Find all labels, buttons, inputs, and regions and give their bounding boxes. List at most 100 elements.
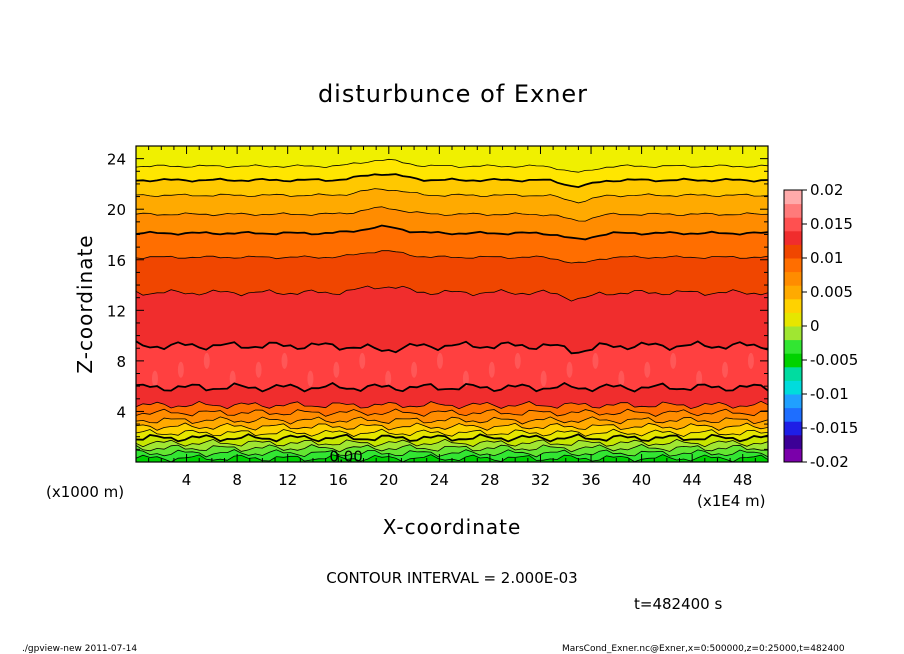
colorbar-segment	[784, 394, 802, 409]
colorbar-segment	[784, 230, 802, 245]
colorbar-tick-label: 0	[810, 317, 820, 335]
colorbar-tick-label: 0.005	[810, 283, 853, 301]
y-tick-label: 8	[116, 353, 126, 371]
y-tick-label: 4	[116, 403, 126, 421]
contour-patch	[696, 370, 703, 387]
footer-right: MarsCond_Exner.nc@Exner,x=0:500000,z=0:2…	[562, 644, 845, 654]
contour-line	[135, 433, 769, 443]
colorbar-segment	[784, 298, 802, 313]
x-tick-label: 4	[182, 471, 192, 489]
contour-patch	[747, 352, 754, 369]
contour-line	[135, 340, 769, 355]
y-tick-label: 16	[107, 252, 126, 270]
contour-patch	[488, 361, 495, 378]
chart-title: disturbunce of Exner	[318, 80, 588, 108]
contour-line	[135, 285, 769, 302]
contour-patch	[618, 370, 625, 387]
x-axis-label: X-coordinate	[383, 515, 522, 539]
contour-line	[135, 400, 769, 410]
colorbar-segment	[784, 285, 802, 300]
contour-line	[135, 408, 769, 417]
colorbar-segment	[784, 421, 802, 436]
contour-patch	[333, 361, 340, 378]
colorbar-tick-label: -0.02	[810, 453, 849, 471]
colorbar-tick-label: -0.01	[810, 385, 849, 403]
contour-patch	[203, 352, 210, 369]
contour-line	[135, 428, 769, 437]
x-tick-label: 44	[683, 471, 702, 489]
contour-line	[135, 158, 769, 173]
contour-patch	[540, 370, 547, 387]
x-unit-label: (x1E4 m)	[697, 492, 766, 510]
colorbar-segment	[784, 258, 802, 273]
colorbar-segment	[784, 244, 802, 259]
x-tick-label: 32	[531, 471, 550, 489]
colorbar-segment	[784, 203, 802, 218]
contour-patch	[462, 370, 469, 387]
contour-patch	[385, 370, 392, 387]
contour-patch	[255, 361, 262, 378]
time-stamp: t=482400 s	[634, 595, 722, 613]
colorbar-segment	[784, 407, 802, 422]
contour-line	[135, 416, 769, 425]
contour-patch	[670, 352, 677, 369]
contour-line	[135, 224, 769, 241]
colorbar-segment	[784, 380, 802, 395]
contour-patch	[411, 361, 418, 378]
colorbar-segment	[784, 448, 802, 463]
contour-patch	[592, 352, 599, 369]
contour-line	[135, 422, 769, 431]
contour-patch	[177, 361, 184, 378]
x-tick-label: 36	[581, 471, 600, 489]
contour-line	[135, 438, 769, 448]
contour-label: 0.00	[329, 447, 362, 465]
x-tick-label: 16	[329, 471, 348, 489]
contour-line	[135, 188, 769, 204]
contour-line	[135, 250, 769, 264]
x-tick-label: 12	[278, 471, 297, 489]
x-tick-label: 24	[430, 471, 449, 489]
colorbar-tick-label: -0.015	[810, 419, 858, 437]
contour-patch	[281, 352, 288, 369]
colorbar-segment	[784, 339, 802, 354]
colorbar-tick-label: -0.005	[810, 351, 858, 369]
colorbar-segment	[784, 217, 802, 232]
contour-patch	[566, 361, 573, 378]
contour-patch	[722, 361, 729, 378]
contour-line	[135, 444, 769, 453]
colorbar-tick-label: 0.015	[810, 215, 853, 233]
x-tick-label: 8	[232, 471, 242, 489]
contour-line	[135, 381, 769, 393]
y-tick-label: 20	[107, 201, 126, 219]
x-tick-label: 28	[480, 471, 499, 489]
contour-patch	[359, 352, 366, 369]
contour-patch	[151, 370, 158, 387]
contour-patch	[514, 352, 521, 369]
y-tick-label: 24	[107, 151, 126, 169]
x-tick-label: 20	[379, 471, 398, 489]
colorbar-tick-label: 0.02	[810, 181, 843, 199]
y-unit-label: (x1000 m)	[46, 483, 124, 501]
y-axis-label: Z-coordinate	[73, 234, 97, 373]
contour-patch	[644, 361, 651, 378]
contour-line	[135, 449, 769, 458]
colorbar-segment	[784, 366, 802, 381]
contour-patch	[436, 352, 443, 369]
colorbar-segment	[784, 434, 802, 449]
colorbar-segment	[784, 312, 802, 327]
colorbar: 0.02 0.015 0.01 0.005 0 -0.005 -0.01 -0.015 -0.0…	[783, 181, 858, 471]
colorbar-tick-label: 0.01	[810, 249, 843, 267]
x-tick-label: 40	[632, 471, 651, 489]
colorbar-segment	[784, 271, 802, 286]
colorbar-segment	[784, 190, 802, 205]
contour-line	[135, 206, 769, 222]
contour-line	[135, 173, 769, 189]
colorbar-segment	[784, 353, 802, 368]
footer-left: ./gpview-new 2011-07-14	[22, 644, 137, 654]
colorbar-segment	[784, 326, 802, 341]
y-tick-label: 12	[107, 302, 126, 320]
x-tick-label: 48	[733, 471, 752, 489]
contour-interval-text: CONTOUR INTERVAL = 2.000E-03	[326, 569, 577, 587]
